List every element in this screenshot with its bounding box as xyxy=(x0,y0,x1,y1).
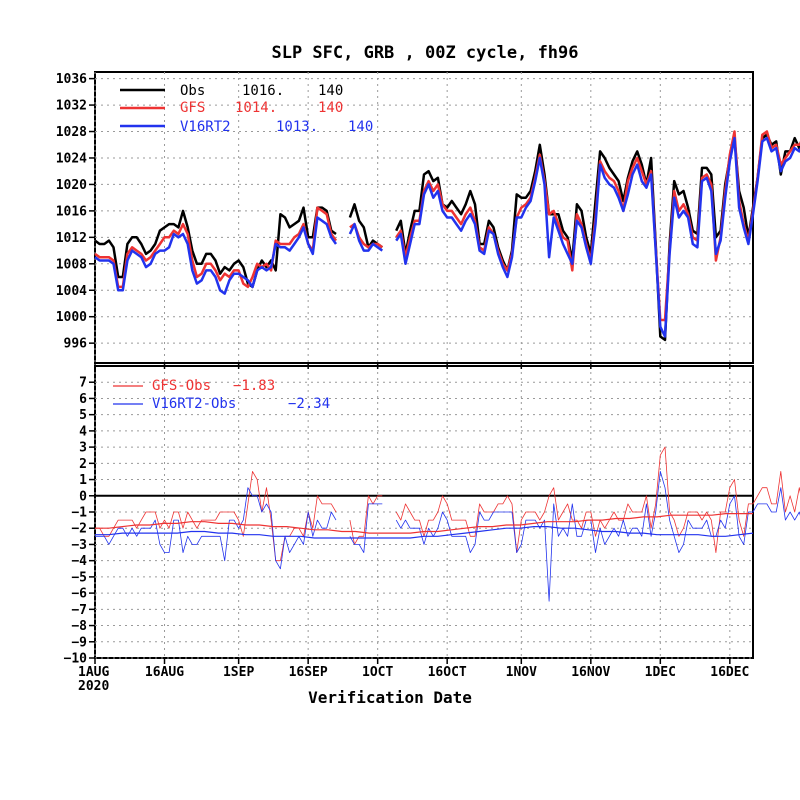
x-tick-label: 1AUG xyxy=(78,665,109,680)
y-tick-label: 1028 xyxy=(56,125,87,140)
y-tick-label: 0 xyxy=(79,489,87,504)
top-legend: Obs 1016. 140 GFS 1014. 140 V16RT2 1013.… xyxy=(120,83,373,135)
legend-obs-count: 140 xyxy=(318,83,343,99)
top-panel-series xyxy=(94,130,800,342)
v16-series-line xyxy=(94,216,338,295)
y-tick-label: −10 xyxy=(64,652,88,667)
y-tick-label: −5 xyxy=(71,570,87,585)
y-tick-label: −6 xyxy=(71,587,87,602)
v16-series-line xyxy=(348,222,384,252)
x-tick-label: 1SEP xyxy=(223,665,254,680)
y-tick-label: 6 xyxy=(79,392,87,407)
legend-gfs-obs-value: −1.83 xyxy=(233,378,275,394)
y-tick-label: 1036 xyxy=(56,72,87,87)
y-tick-label: 1020 xyxy=(56,178,87,193)
y-tick-label: 1016 xyxy=(56,204,87,219)
y-tick-label: 996 xyxy=(64,337,88,352)
legend-obs-name: Obs xyxy=(180,83,205,99)
x-tick-label: 16SEP xyxy=(289,665,328,680)
y-tick-label: −9 xyxy=(71,635,87,650)
x-axis-ticks: 1AUG 16AUG 1SEP 16SEP 1OCT 16OCT 1NOV 16NOV 1DEC… xyxy=(78,363,749,680)
y-tick-label: 5 xyxy=(79,408,87,423)
gfs-obs-series-line xyxy=(349,495,383,545)
legend-gfs-count: 140 xyxy=(318,100,343,116)
y-tick-label: −7 xyxy=(71,603,87,618)
y-tick-label: 1012 xyxy=(56,231,87,246)
y-tick-label: 1024 xyxy=(56,151,87,166)
v16-obs-series-line xyxy=(395,470,800,602)
y-tick-label: 1000 xyxy=(56,310,87,325)
bottom-panel-series xyxy=(95,446,800,602)
y-tick-label: 1032 xyxy=(56,99,87,114)
legend-obs-value: 1016. xyxy=(242,83,284,99)
legend-gfs-value: 1014. xyxy=(235,100,277,116)
top-panel-y-ticks: 1036 1032 1028 1024 1020 1016 1012 1008 1004 1000… xyxy=(56,72,95,352)
legend-v16-name: V16RT2 xyxy=(180,119,231,135)
y-tick-label: 1004 xyxy=(56,284,87,299)
y-tick-label: 4 xyxy=(79,424,87,439)
x-tick-label: 1NOV xyxy=(506,665,537,680)
legend-v16-count: 140 xyxy=(348,119,373,135)
y-tick-label: 1 xyxy=(79,473,87,488)
obs-series-line xyxy=(395,133,800,342)
y-tick-label: −1 xyxy=(71,506,87,521)
x-tick-label: 16DEC xyxy=(710,665,749,680)
y-tick-label: 1008 xyxy=(56,257,87,272)
x-tick-label: 1DEC xyxy=(645,665,676,680)
bottom-legend: GFS-Obs −1.83 V16RT2-Obs −2.34 xyxy=(113,378,330,412)
x-axis-label: Verification Date xyxy=(308,688,472,707)
y-tick-label: −4 xyxy=(71,554,87,569)
legend-gfs-name: GFS xyxy=(180,100,205,116)
gfs-obs-series-line xyxy=(395,446,800,553)
legend-v16-obs-value: −2.34 xyxy=(288,396,330,412)
gfs-series-line xyxy=(94,206,338,289)
x-tick-label: 16NOV xyxy=(571,665,610,680)
y-tick-label: −3 xyxy=(71,538,87,553)
y-tick-label: 7 xyxy=(79,376,87,391)
bottom-panel-grid xyxy=(94,366,753,659)
v16-obs-mean-line xyxy=(95,525,754,539)
x-tick-label: 1OCT xyxy=(362,665,393,680)
x-tick-label: 16AUG xyxy=(145,665,184,680)
legend-v16-obs-name: V16RT2-Obs xyxy=(152,396,236,412)
v16-obs-series-line xyxy=(349,503,383,553)
legend-gfs-obs-name: GFS-Obs xyxy=(152,378,211,394)
v16-series-line xyxy=(395,136,800,338)
x-axis-year: 2020 xyxy=(78,679,109,694)
y-tick-label: −2 xyxy=(71,522,87,537)
obs-series-line xyxy=(94,206,337,289)
y-tick-label: 2 xyxy=(79,457,87,472)
chart-title: SLP SFC, GRB , 00Z cycle, fh96 xyxy=(271,43,578,63)
legend-v16-value: 1013. xyxy=(276,119,318,135)
gfs-obs-mean-line xyxy=(95,512,753,534)
gfs-obs-series-line xyxy=(95,470,337,562)
y-tick-label: −8 xyxy=(71,619,87,634)
x-tick-label: 16OCT xyxy=(428,665,467,680)
y-tick-label: 3 xyxy=(79,441,87,456)
top-panel: 1036 1032 1028 1024 1020 1016 1012 1008 1004 1000… xyxy=(56,71,800,364)
